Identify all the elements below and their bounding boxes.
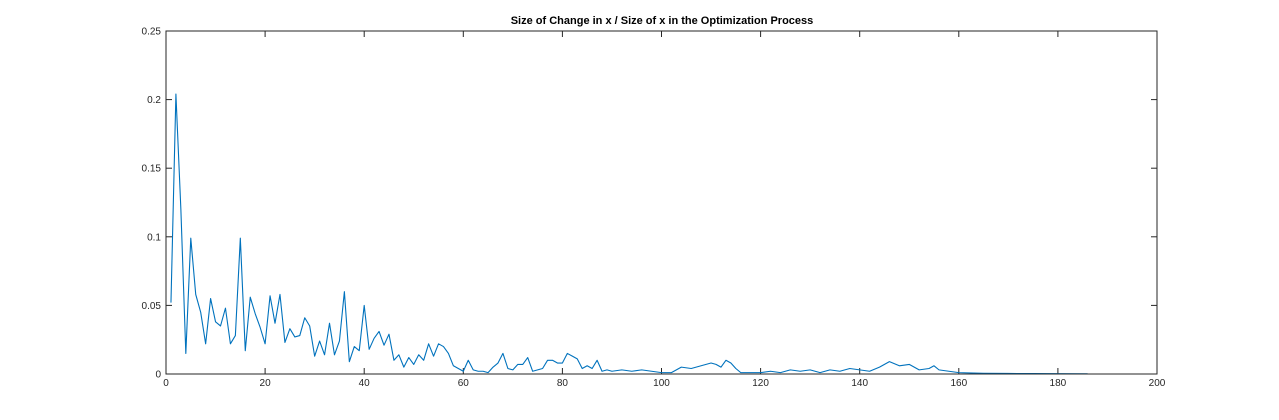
y-tick-label: 0.2 xyxy=(147,95,161,106)
y-tick-label: 0.25 xyxy=(142,27,162,38)
x-tick-label: 60 xyxy=(458,378,470,389)
data-series xyxy=(170,93,1088,375)
series-line xyxy=(170,93,1088,375)
plot-area xyxy=(166,31,1157,374)
x-tick-label: 40 xyxy=(359,378,371,389)
x-tick-label: 120 xyxy=(752,378,769,389)
x-tick-label: 100 xyxy=(653,378,670,389)
axis-ticks: 0 20 40 60 80 100 120 140 160 180 200 0 0.05 0.1 0.15 0… xyxy=(142,27,1166,390)
x-tick-label: 180 xyxy=(1050,378,1067,389)
x-tick-label: 20 xyxy=(260,378,272,389)
x-tick-label: 0 xyxy=(163,378,169,389)
y-tick-label: 0.15 xyxy=(142,164,162,175)
y-tick-label: 0 xyxy=(155,370,161,381)
x-tick-label: 80 xyxy=(557,378,569,389)
x-tick-label: 160 xyxy=(950,378,967,389)
x-tick-label: 200 xyxy=(1149,378,1166,389)
chart-title: Size of Change in x / Size of x in the O… xyxy=(511,15,814,27)
plot-box xyxy=(165,30,1158,375)
x-tick-label: 140 xyxy=(851,378,868,389)
y-tick-label: 0.1 xyxy=(147,232,161,243)
y-tick-label: 0.05 xyxy=(142,301,162,312)
